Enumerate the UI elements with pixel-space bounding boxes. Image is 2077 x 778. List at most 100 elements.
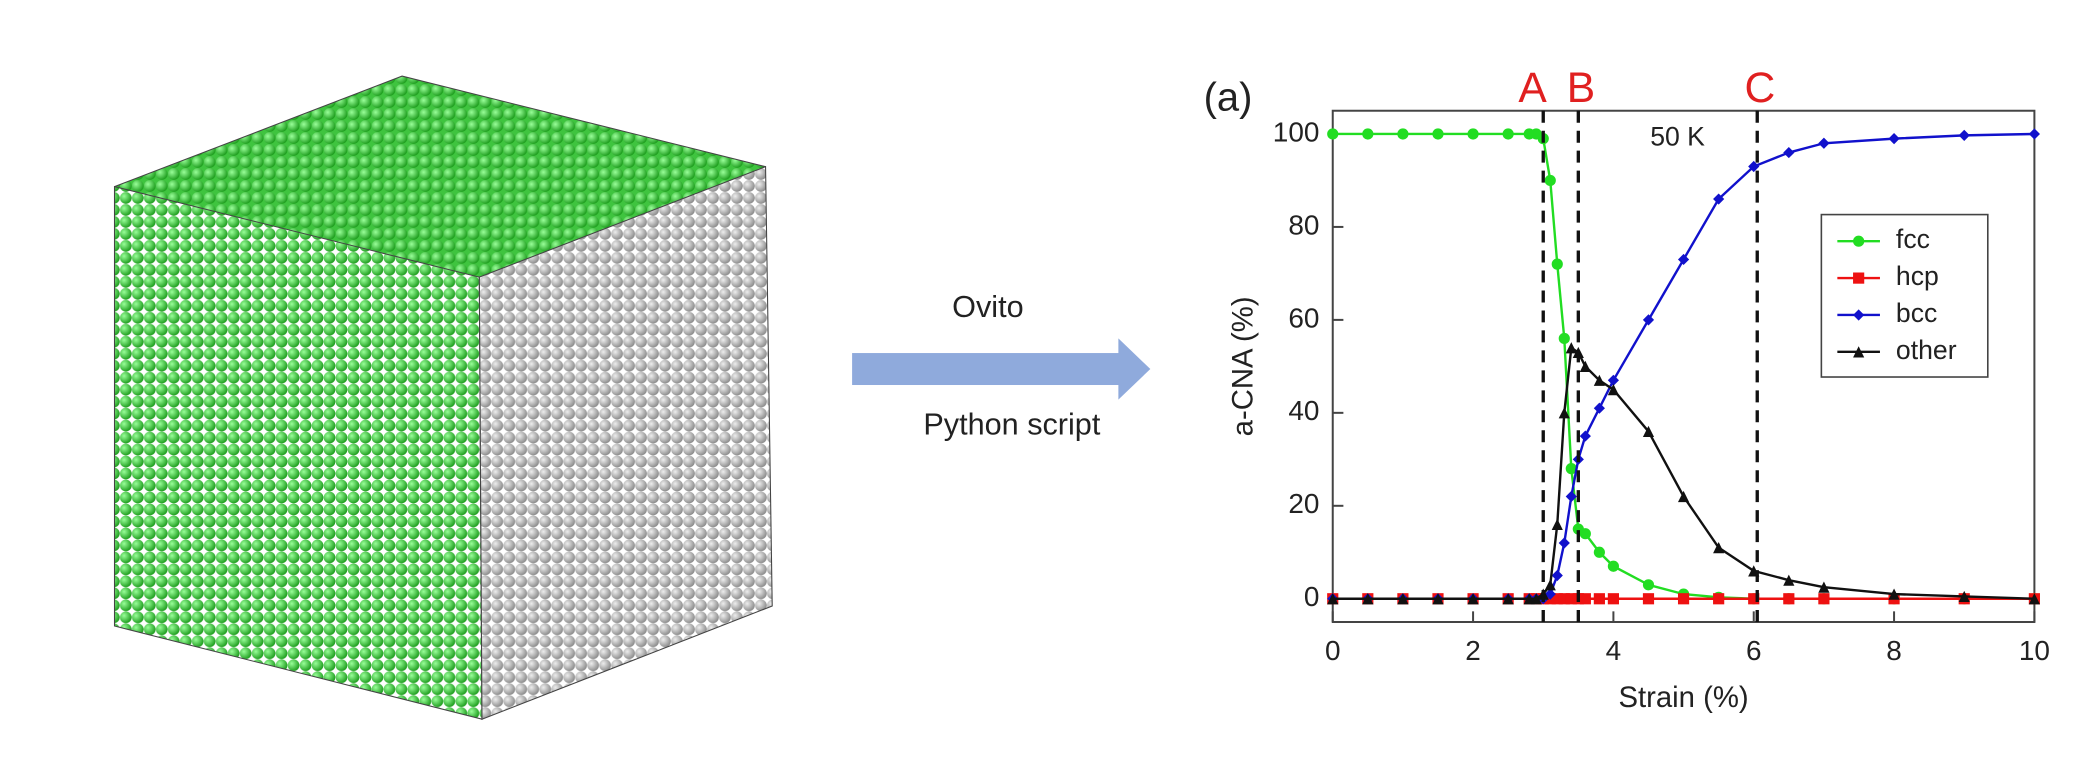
data-point [1713,193,1725,205]
data-point [1958,129,1970,141]
x-tick-label: 6 [1746,635,1762,666]
data-point [1748,160,1760,173]
data-point [1748,593,1760,605]
data-point [1677,490,1690,503]
data-point [1642,593,1655,605]
data-point [1551,593,1563,605]
cube-side [478,165,773,720]
data-point [1713,593,1725,605]
data-point [1677,593,1690,605]
data-point [1642,579,1655,591]
arrow-label: Ovito [952,290,1023,324]
data-point [1565,490,1577,503]
data-point [1783,574,1795,586]
data-point [1593,593,1605,605]
x-tick-label: 8 [1886,635,1902,666]
data-point [1818,137,1830,149]
data-point [1558,537,1570,549]
legend: fcc hcp bcc other [1820,213,1989,378]
data-point [1579,360,1591,372]
arrow-shaft [852,353,1122,386]
data-point [1558,332,1570,345]
data-point [1642,314,1655,326]
y-tick-label: 60 [1288,302,1319,333]
legend-label: other [1896,335,1957,365]
data-point [1551,258,1563,270]
cube-edge [114,75,766,188]
vertical-marker-label: B [1567,64,1595,112]
data-point [1467,593,1479,605]
data-point [1818,581,1830,593]
data-point [1593,546,1605,558]
annotation: 50 K [1650,122,1705,152]
data-point [1593,374,1605,386]
x-tick-label: 10 [2019,635,2050,666]
data-point [1783,593,1795,605]
y-axis-label: a-CNA (%) [1227,296,1260,436]
legend-label: fcc [1896,224,1930,254]
data-point [1523,593,1535,605]
data-point [1888,133,1900,145]
atom-cube [113,75,773,720]
panel-label: (a) [1204,76,1253,120]
series-line [1332,345,2035,600]
data-point [1432,128,1444,140]
y-tick-label: 20 [1288,488,1319,519]
data-point [1397,593,1409,605]
y-tick-label: 100 [1273,116,1320,147]
data-point [1544,174,1556,187]
y-tick-label: 40 [1288,395,1319,426]
data-point [1607,374,1619,386]
vertical-marker-label: A [1518,64,1547,112]
x-tick-label: 0 [1325,635,1341,666]
data-point [1783,146,1795,159]
data-point [1558,593,1570,605]
data-point [2028,593,2040,605]
data-point [1565,463,1577,475]
legend-marker [1853,272,1865,284]
data-point [1958,590,1970,603]
data-point [1579,528,1591,540]
data-point [1593,402,1605,414]
cube-front [113,185,483,720]
data-point [1579,430,1591,442]
data-point [1579,593,1591,605]
data-point [1362,128,1374,140]
data-point [1551,518,1563,530]
data-point [1607,560,1619,572]
legend-label: hcp [1896,261,1939,291]
data-point [1467,128,1479,140]
arrow [852,338,1151,400]
legend-label: bcc [1896,298,1937,328]
x-tick-label: 2 [1465,635,1481,666]
data-point [1502,128,1514,140]
vertical-marker-label: C [1745,64,1776,112]
data-point [1544,579,1556,591]
data-point [1565,342,1577,354]
legend-marker [1853,346,1865,358]
data-point [1502,593,1514,605]
data-point [1888,588,1900,600]
x-tick-label: 4 [1606,635,1622,666]
data-point [1432,593,1444,605]
data-point [1565,593,1577,605]
data-point [1607,593,1619,605]
arrow-head [1118,338,1151,400]
y-tick-label: 0 [1304,581,1320,612]
data-point [1362,593,1374,605]
data-point [1530,593,1542,605]
data-point [1818,593,1830,605]
data-point [1327,593,1339,605]
data-point [1327,128,1339,140]
data-point [1642,425,1655,438]
data-point [1558,407,1570,419]
data-point [1551,569,1563,582]
legend-marker [1853,235,1865,247]
x-axis-label: Strain (%) [1618,681,1748,714]
data-point [1713,542,1725,554]
arrow-label: Python script [923,407,1100,441]
data-point [1397,128,1409,140]
plot-frame [1331,109,2036,623]
